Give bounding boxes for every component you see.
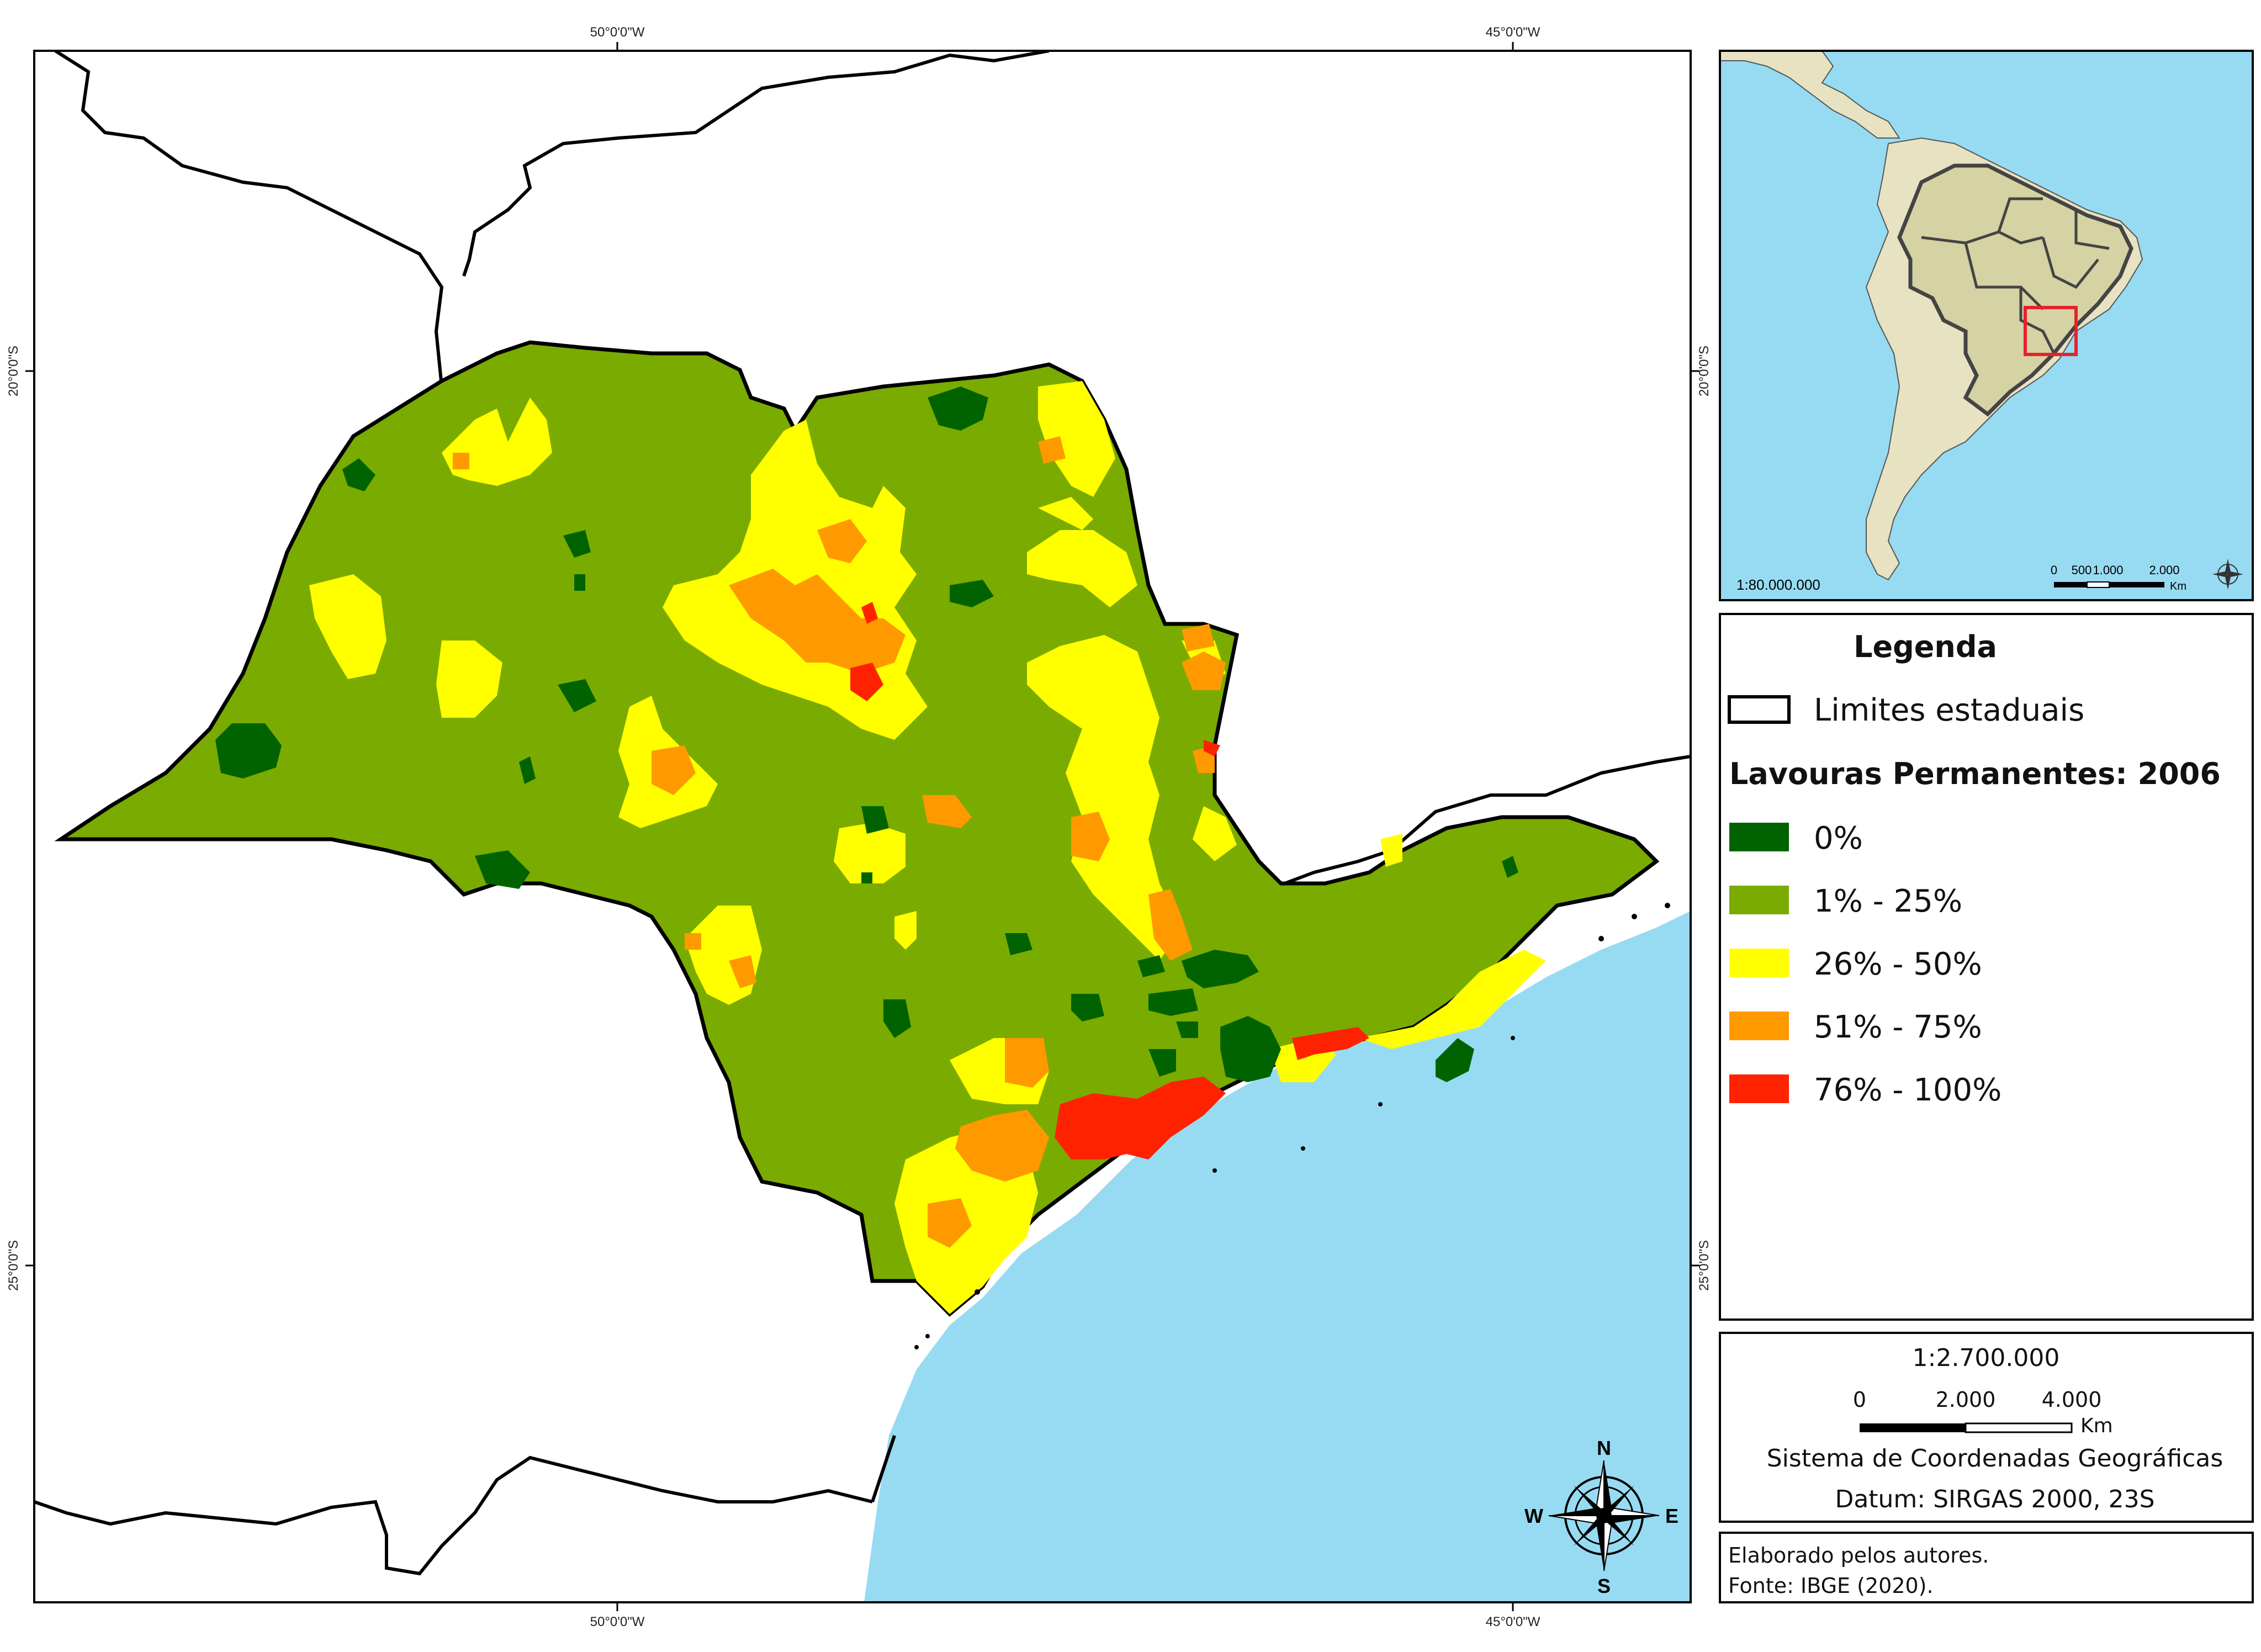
inset-map: 0 500 1.000 2.000 Km 1:80.000.000	[1719, 50, 2254, 601]
legend-frame	[1719, 613, 2254, 1321]
legend-boundary-label: Limites estaduais	[1814, 692, 2084, 728]
scalebar-segment-1	[1860, 1423, 1966, 1432]
scalebar-label-2000: 2.000	[1936, 1388, 1996, 1412]
inset-scalebar-label-2000: 2.000	[2149, 563, 2179, 577]
graticule-right-20s: 20°0'0"S	[1697, 346, 1712, 396]
scalebar-label-4000: 4.000	[2042, 1388, 2102, 1412]
graticule-bottom-50w: 50°0'0"W	[590, 1614, 645, 1629]
inset-scalebar-unit: Km	[2170, 580, 2186, 592]
legend-swatch-class-1	[1729, 886, 1789, 914]
scalebar-label-0: 0	[1853, 1388, 1866, 1412]
scale-text: 1:2.700.000	[1913, 1344, 2060, 1372]
legend-panel: Legenda Limites estaduais Lavouras Perma…	[1719, 613, 2254, 1321]
graticule-top-45w: 45°0'0"W	[1486, 25, 1540, 40]
inset-highlight-box	[2024, 306, 2078, 356]
class-0-regions	[215, 386, 1518, 1082]
inset-scale-text: 1:80.000.000	[1736, 576, 1820, 593]
graticule-top-50w: 50°0'0"W	[590, 25, 645, 40]
credits-panel: Elaborado pelos autores. Fonte: IBGE (20…	[1719, 1532, 2254, 1603]
legend-boundary-swatch	[1728, 695, 1791, 724]
legend-label-class-3: 51% - 75%	[1814, 1009, 1982, 1045]
compass-e-label: E	[1665, 1505, 1678, 1527]
main-compass-rose	[1548, 1460, 1660, 1571]
legend-title: Legenda	[1854, 629, 1997, 664]
legend-section-title: Lavouras Permanentes: 2006	[1729, 756, 2221, 791]
legend-label-class-4: 76% - 100%	[1814, 1072, 2001, 1108]
inset-frame	[1719, 50, 2254, 601]
compass-w-label: W	[1524, 1505, 1543, 1527]
inset-brazil-states	[1921, 197, 2110, 354]
graticule-left-25s: 25°0'0"S	[6, 1240, 21, 1291]
crs-text: Sistema de Coordenadas Geográficas	[1767, 1444, 2223, 1473]
ocean	[864, 911, 1691, 1602]
inset-central-america	[1720, 51, 1900, 139]
graticule-bottom-45w: 45°0'0"W	[1486, 1614, 1540, 1629]
legend-swatch-class-4	[1729, 1074, 1789, 1103]
legend-label-class-2: 26% - 50%	[1814, 946, 1982, 982]
credits-line1: Elaborado pelos autores.	[1728, 1543, 1989, 1568]
legend-swatch-class-3	[1729, 1012, 1789, 1040]
main-map: N S E W 50°0'0"W 45°0'0"W 50°0'0"W 45°0'…	[6, 25, 1712, 1629]
coastal-islands	[914, 903, 1670, 1349]
legend-label-class-1: 1% - 25%	[1814, 883, 1962, 919]
class-76-100-regions	[850, 602, 1369, 1159]
legend-label-class-0: 0%	[1814, 820, 1863, 856]
inset-scalebar-label-1000: 1.000	[2093, 563, 2123, 577]
inset-scalebar: 0 500 1.000 2.000 Km	[2051, 563, 2186, 592]
credits-frame	[1719, 1532, 2254, 1603]
datum-text: Datum: SIRGAS 2000, 23S	[1835, 1485, 2154, 1513]
inset-compass	[2212, 559, 2243, 590]
legend-swatch-class-2	[1729, 949, 1789, 977]
class-51-75-regions	[453, 436, 1226, 1248]
inset-brazil	[1897, 163, 2133, 417]
credits-line2: Fonte: IBGE (2020).	[1728, 1574, 1934, 1598]
scalebar-unit: Km	[2080, 1415, 2113, 1437]
compass-n-label: N	[1597, 1437, 1611, 1459]
scale-panel: 1:2.700.000 0 2.000 4.000 Km Sistema de …	[1719, 1332, 2254, 1523]
inset-scalebar-label-0: 0	[2051, 563, 2057, 577]
graticule-left-20s: 20°0'0"S	[6, 346, 21, 396]
graticule-right-25s: 25°0'0"S	[1697, 1240, 1712, 1291]
inset-scalebar-label-500: 500	[2072, 563, 2092, 577]
legend-swatch-class-0	[1729, 823, 1789, 851]
graticule-ticks	[25, 42, 1699, 1611]
main-map-frame	[33, 50, 1692, 1603]
scalebar-segment-2	[1965, 1422, 2073, 1433]
compass-s-label: S	[1597, 1575, 1611, 1597]
